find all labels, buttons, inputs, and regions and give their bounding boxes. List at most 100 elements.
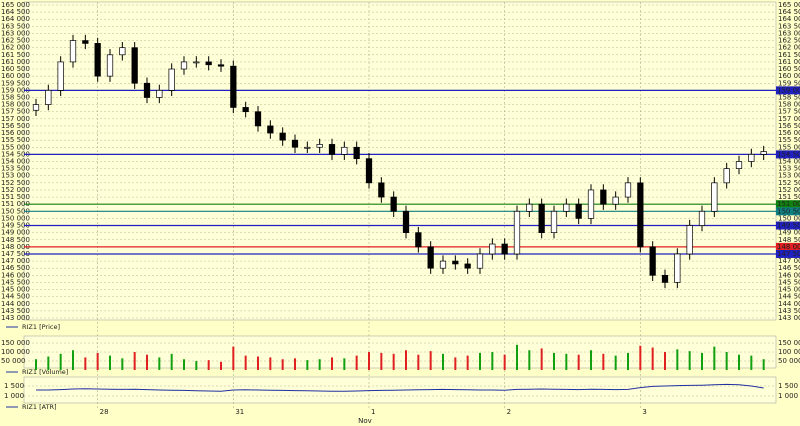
level-tag [776, 249, 800, 258]
candle-body [476, 253, 484, 269]
x-tick-label: 28 [100, 408, 109, 416]
y-tick-label: 146 000 [1, 271, 30, 279]
candle-body [69, 40, 77, 63]
y-tick-label: 153 000 [778, 172, 800, 180]
y-tick-label: 149 000 [778, 229, 800, 237]
level-tag [776, 207, 800, 216]
candle-body [649, 246, 656, 276]
candle-body [587, 189, 595, 219]
candle-body [464, 263, 471, 269]
candle-body [45, 90, 52, 105]
y-tick-label: 158 500 [778, 93, 800, 101]
candle-body [686, 225, 693, 255]
candle-body [760, 151, 767, 155]
y-tick-label: 152 500 [1, 179, 30, 187]
y-tick-label: 159 500 [778, 79, 800, 87]
y-tick-label: 151 500 [778, 193, 800, 201]
candle-body [94, 43, 101, 77]
candle-body [156, 90, 163, 98]
level-tag [776, 86, 800, 95]
volume-tick-label: 150 000 [778, 339, 800, 347]
y-tick-label: 149 000 [1, 229, 30, 237]
candle-body [119, 47, 126, 56]
y-tick-label: 155 000 [778, 143, 800, 151]
y-tick-label: 164 500 [778, 8, 800, 16]
level-tag [776, 200, 800, 209]
x-tick-label: 3 [642, 408, 646, 416]
y-tick-label: 162 000 [1, 44, 30, 52]
candle-body [612, 196, 619, 205]
volume-tick-label: 150 000 [1, 339, 30, 347]
candle-body [267, 125, 274, 134]
legend-atr: RIZ1 [ATR] [22, 403, 57, 411]
y-tick-label: 157 000 [1, 115, 30, 123]
y-tick-label: 146 500 [1, 264, 30, 272]
candle-body [32, 104, 40, 111]
y-tick-label: 151 000 [1, 200, 30, 208]
candle-body [637, 182, 644, 248]
y-tick-label: 144 000 [1, 300, 30, 308]
y-tick-label: 156 000 [1, 129, 30, 137]
y-tick-label: 156 500 [778, 122, 800, 130]
candle-body [242, 107, 249, 113]
candle-body [513, 210, 521, 255]
y-tick-label: 147 500 [1, 250, 30, 258]
level-label: 149 500 [777, 222, 800, 230]
candle-body [180, 61, 188, 70]
x-tick-label: 1 [371, 408, 375, 416]
candle-body [378, 182, 385, 198]
candle-body [563, 203, 570, 212]
y-tick-label: 147 000 [778, 257, 800, 265]
y-tick-label: 143 500 [1, 307, 30, 315]
x-axis-label: Nov [358, 417, 372, 425]
volume-tick-label: 50 000 [778, 357, 800, 365]
y-tick-label: 160 500 [1, 65, 30, 73]
candle-body [205, 61, 212, 66]
candle-body [723, 168, 730, 184]
y-tick-label: 148 500 [778, 236, 800, 244]
y-tick-label: 162 500 [1, 37, 30, 45]
candle-body [415, 232, 422, 248]
candle-body [575, 203, 582, 219]
y-tick-label: 145 500 [1, 278, 30, 286]
y-tick-label: 146 000 [778, 271, 800, 279]
level-tag [776, 150, 800, 159]
y-tick-label: 160 000 [778, 72, 800, 80]
y-tick-label: 144 500 [1, 293, 30, 301]
y-tick-label: 160 500 [778, 65, 800, 73]
y-tick-label: 154 000 [778, 158, 800, 166]
candle-body [538, 203, 545, 233]
y-tick-label: 161 500 [1, 51, 30, 59]
y-tick-label: 154 500 [1, 150, 30, 158]
y-tick-label: 150 000 [778, 214, 800, 222]
candle-body [711, 182, 718, 212]
candle-body [106, 54, 114, 77]
level-tag [776, 242, 800, 251]
atr-tick-label: 1 500 [4, 382, 24, 390]
y-tick-label: 150 000 [1, 214, 30, 222]
candle-body [600, 189, 607, 205]
y-tick-label: 145 500 [778, 278, 800, 286]
candle-body [304, 146, 311, 149]
candle-body [57, 61, 64, 91]
y-tick-label: 149 500 [1, 222, 30, 230]
y-tick-label: 157 000 [778, 115, 800, 123]
level-label: 151 000 [777, 200, 800, 208]
y-tick-label: 152 000 [1, 186, 30, 194]
y-tick-label: 161 000 [1, 58, 30, 66]
y-tick-label: 143 000 [778, 314, 800, 322]
y-tick-label: 163 500 [1, 22, 30, 30]
y-tick-label: 146 500 [778, 264, 800, 272]
candle-body [624, 182, 632, 198]
legend-volume: RIZ1 [Volume] [22, 368, 68, 376]
candle-body [735, 161, 743, 169]
level-tag [776, 221, 800, 230]
volume-tick-label: 100 000 [778, 348, 800, 356]
y-tick-label: 143 000 [1, 314, 30, 322]
y-tick-label: 163 500 [778, 22, 800, 30]
candle-body [439, 260, 447, 269]
x-tick-label: 31 [235, 408, 244, 416]
atr-line [36, 383, 764, 392]
y-tick-label: 163 000 [778, 29, 800, 37]
